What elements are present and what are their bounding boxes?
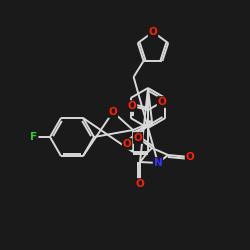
Text: O: O [186, 152, 194, 162]
Text: O: O [122, 139, 132, 149]
Text: F: F [30, 132, 38, 142]
Text: O: O [148, 27, 158, 37]
Text: O: O [158, 97, 166, 107]
Text: O: O [136, 179, 144, 189]
Text: N: N [154, 158, 162, 168]
Text: O: O [108, 107, 118, 117]
Text: O: O [134, 133, 142, 143]
Text: O: O [128, 101, 136, 111]
